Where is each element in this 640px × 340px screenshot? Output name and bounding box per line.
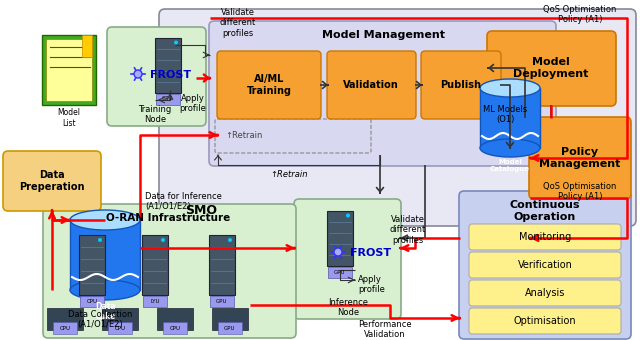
Text: GPU: GPU bbox=[216, 299, 228, 304]
Text: O-RAN Infrastructure: O-RAN Infrastructure bbox=[106, 213, 230, 223]
Bar bbox=[480, 88, 540, 148]
FancyBboxPatch shape bbox=[209, 21, 556, 166]
Text: QoS Optimisation
Policy (A1): QoS Optimisation Policy (A1) bbox=[543, 182, 617, 201]
FancyBboxPatch shape bbox=[294, 199, 401, 319]
Text: CPU: CPU bbox=[60, 325, 70, 330]
Bar bbox=[46, 39, 92, 101]
Circle shape bbox=[334, 248, 342, 256]
Circle shape bbox=[346, 214, 350, 218]
Text: Validate
different
profiles: Validate different profiles bbox=[220, 8, 256, 38]
Text: CPU: CPU bbox=[86, 299, 97, 304]
Text: Verification: Verification bbox=[518, 260, 572, 270]
Circle shape bbox=[134, 70, 142, 78]
Text: Continuous
Operation: Continuous Operation bbox=[509, 200, 580, 222]
Bar bbox=[327, 210, 353, 266]
Text: Model
List: Model List bbox=[58, 108, 81, 128]
Text: Apply
profile: Apply profile bbox=[358, 275, 385, 294]
Bar bbox=[47, 308, 83, 330]
Bar bbox=[102, 308, 138, 330]
FancyBboxPatch shape bbox=[3, 151, 101, 211]
Text: Optimisation: Optimisation bbox=[514, 316, 576, 326]
Text: AI/ML
Training: AI/ML Training bbox=[246, 74, 291, 96]
Circle shape bbox=[228, 238, 232, 242]
Text: LYU: LYU bbox=[150, 299, 160, 304]
Text: FROST: FROST bbox=[350, 248, 391, 258]
FancyBboxPatch shape bbox=[159, 9, 636, 226]
FancyBboxPatch shape bbox=[421, 51, 501, 119]
Text: SMO: SMO bbox=[185, 204, 217, 217]
Text: CPU: CPU bbox=[115, 325, 125, 330]
FancyBboxPatch shape bbox=[469, 224, 621, 250]
Bar bbox=[142, 235, 168, 295]
Text: Performance
Validation
(A1/O1/E2): Performance Validation (A1/O1/E2) bbox=[358, 320, 412, 340]
Bar bbox=[328, 267, 352, 277]
Text: Inference
Node: Inference Node bbox=[328, 298, 368, 318]
Bar bbox=[70, 220, 140, 290]
Bar bbox=[80, 296, 104, 307]
Text: GPU: GPU bbox=[163, 97, 173, 102]
FancyBboxPatch shape bbox=[469, 252, 621, 278]
Text: Data
Preperation: Data Preperation bbox=[19, 170, 84, 192]
Bar bbox=[163, 322, 187, 334]
Bar bbox=[143, 296, 167, 307]
Bar bbox=[82, 35, 92, 57]
FancyBboxPatch shape bbox=[459, 191, 631, 339]
FancyBboxPatch shape bbox=[487, 31, 616, 106]
Text: ↑Retrain: ↑Retrain bbox=[225, 131, 262, 139]
FancyBboxPatch shape bbox=[529, 117, 631, 199]
Circle shape bbox=[174, 40, 178, 45]
Text: GPU: GPU bbox=[224, 325, 236, 330]
Text: Validation: Validation bbox=[343, 80, 399, 90]
Circle shape bbox=[98, 238, 102, 242]
Text: Publish: Publish bbox=[440, 80, 481, 90]
Text: Data Collection
(A1/O1/E2): Data Collection (A1/O1/E2) bbox=[68, 310, 132, 329]
Text: Policy
Management: Policy Management bbox=[540, 147, 621, 169]
Text: CPU: CPU bbox=[170, 325, 180, 330]
Text: Model
Catalogue: Model Catalogue bbox=[490, 159, 530, 172]
Bar bbox=[155, 37, 181, 92]
Text: ML Models
(O1): ML Models (O1) bbox=[483, 105, 527, 124]
FancyBboxPatch shape bbox=[327, 51, 416, 119]
FancyBboxPatch shape bbox=[469, 308, 621, 334]
Bar bbox=[157, 308, 193, 330]
Ellipse shape bbox=[70, 280, 140, 300]
FancyBboxPatch shape bbox=[107, 27, 206, 126]
Circle shape bbox=[161, 238, 165, 242]
Bar bbox=[108, 322, 132, 334]
Bar bbox=[218, 322, 242, 334]
Text: Analysis: Analysis bbox=[525, 288, 565, 298]
Ellipse shape bbox=[70, 210, 140, 230]
Ellipse shape bbox=[480, 139, 540, 157]
Bar bbox=[42, 35, 96, 105]
Ellipse shape bbox=[480, 79, 540, 97]
Text: Apply
profile: Apply profile bbox=[180, 94, 207, 114]
Text: Data for Inference
(A1/O1/E2): Data for Inference (A1/O1/E2) bbox=[145, 192, 222, 211]
Text: QoS Optimisation
Policy (A1): QoS Optimisation Policy (A1) bbox=[543, 5, 617, 24]
Text: FROST: FROST bbox=[150, 70, 191, 80]
FancyBboxPatch shape bbox=[43, 204, 296, 338]
Bar bbox=[53, 322, 77, 334]
Bar bbox=[209, 235, 235, 295]
Text: Monitoring: Monitoring bbox=[519, 232, 571, 242]
FancyBboxPatch shape bbox=[217, 51, 321, 119]
Text: Data
Lake: Data Lake bbox=[95, 302, 115, 321]
Text: Model
Deployment: Model Deployment bbox=[513, 57, 589, 79]
Bar bbox=[212, 308, 248, 330]
Bar bbox=[79, 235, 105, 295]
Text: Model Management: Model Management bbox=[321, 30, 445, 40]
Text: Training
Node: Training Node bbox=[138, 105, 172, 124]
Bar bbox=[210, 296, 234, 307]
Text: GPU: GPU bbox=[334, 270, 346, 274]
FancyBboxPatch shape bbox=[469, 280, 621, 306]
Bar bbox=[156, 94, 180, 104]
Text: Validate
different
profiles: Validate different profiles bbox=[390, 215, 426, 245]
Text: ↑Retrain: ↑Retrain bbox=[270, 170, 307, 179]
